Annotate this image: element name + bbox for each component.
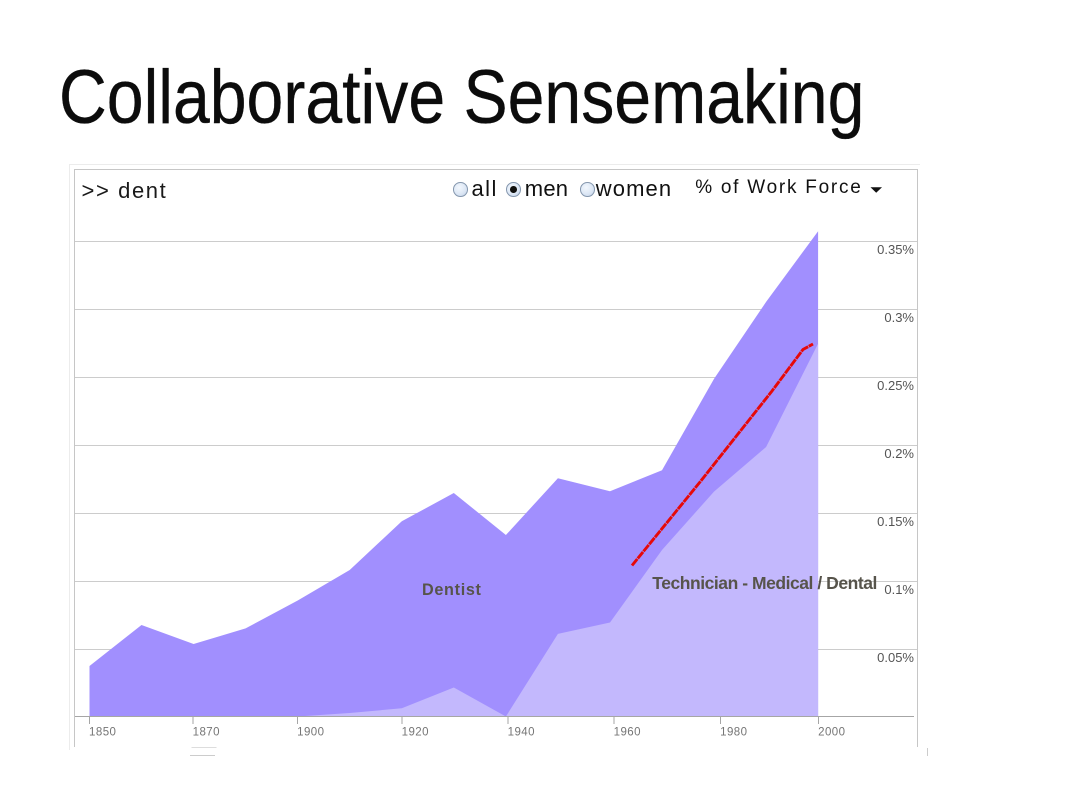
svg-text:0.2%: 0.2% bbox=[884, 446, 914, 461]
svg-text:1900: 1900 bbox=[297, 727, 324, 739]
svg-text:1850: 1850 bbox=[89, 727, 116, 739]
svg-text:0.3%: 0.3% bbox=[884, 310, 914, 325]
svg-text:1870: 1870 bbox=[193, 727, 220, 739]
svg-text:1980: 1980 bbox=[720, 727, 747, 739]
svg-text:0.25%: 0.25% bbox=[877, 378, 914, 393]
svg-text:0.35%: 0.35% bbox=[877, 242, 914, 257]
svg-text:2000: 2000 bbox=[818, 727, 845, 739]
svg-text:1920: 1920 bbox=[402, 727, 429, 739]
svg-text:0.15%: 0.15% bbox=[877, 514, 914, 529]
svg-text:0.1%: 0.1% bbox=[884, 582, 914, 597]
svg-text:1960: 1960 bbox=[614, 727, 641, 739]
svg-text:0.05%: 0.05% bbox=[877, 650, 914, 665]
svg-text:1940: 1940 bbox=[508, 727, 535, 739]
